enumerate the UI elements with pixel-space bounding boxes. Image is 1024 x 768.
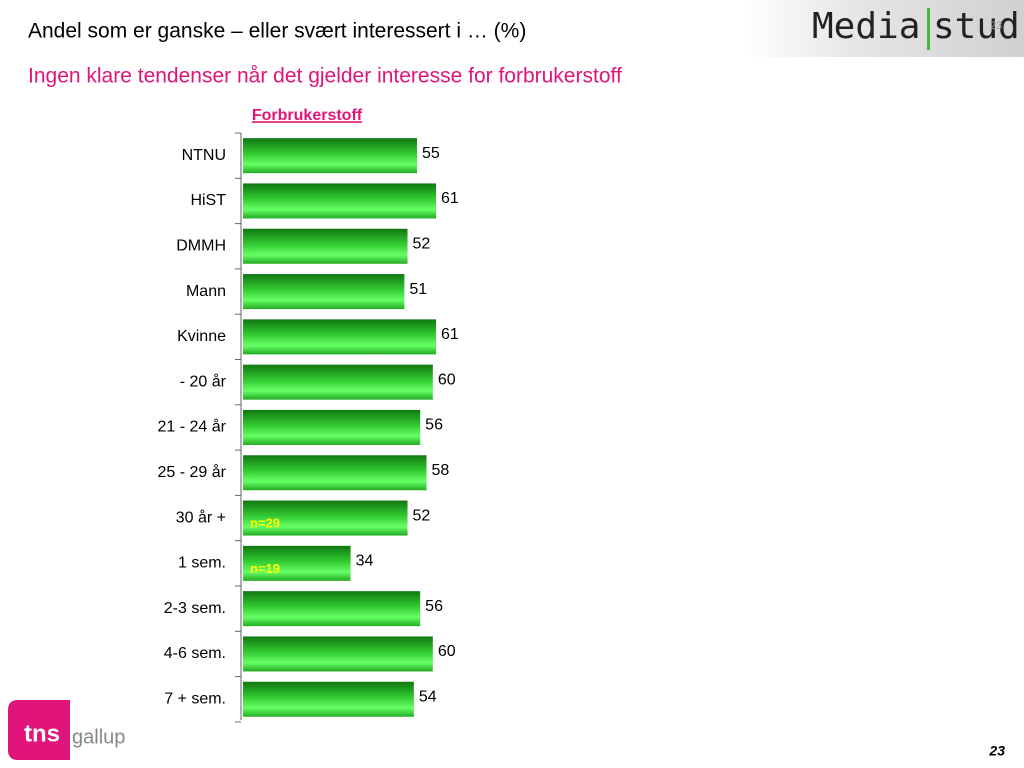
- bar: [243, 545, 351, 581]
- bar: [243, 591, 421, 627]
- category-label: 21 - 24 år: [158, 418, 227, 436]
- bar: [243, 500, 408, 536]
- value-label: 51: [409, 281, 427, 298]
- annotation: n=29: [250, 515, 280, 530]
- value-label: 52: [413, 235, 431, 252]
- bar: [243, 183, 437, 219]
- chart-title: Forbrukerstoff: [252, 107, 363, 124]
- bar: [243, 681, 414, 717]
- value-label: 61: [441, 326, 459, 343]
- logo-box: [742, 0, 1024, 57]
- value-label: 60: [438, 371, 456, 388]
- category-label: DMMH: [176, 237, 226, 254]
- category-label: 4-6 sem.: [164, 645, 226, 662]
- value-label: 58: [432, 462, 450, 479]
- value-label: 54: [419, 688, 437, 705]
- category-label: Mann: [186, 283, 226, 300]
- logo-bar: [927, 8, 930, 50]
- category-label: Kvinne: [177, 328, 226, 345]
- logo-page: 23: [990, 20, 1002, 32]
- brand-mark: tns: [24, 720, 60, 747]
- bar: [243, 636, 433, 672]
- page-number: 23: [988, 743, 1005, 759]
- category-label: - 20 år: [180, 372, 227, 390]
- value-label: 61: [441, 190, 459, 207]
- value-label: 60: [438, 643, 456, 660]
- title: Andel som er ganske – eller svært intere…: [28, 20, 526, 43]
- brand-name: gallup: [72, 726, 125, 748]
- value-label: 56: [425, 417, 443, 434]
- bar: [243, 319, 437, 355]
- bar: [243, 138, 418, 174]
- value-label: 34: [356, 553, 374, 570]
- category-label: NTNU: [182, 147, 226, 164]
- bar: [243, 228, 408, 264]
- category-label: HiST: [190, 192, 226, 209]
- category-label: 7 + sem.: [164, 690, 226, 707]
- category-label: 25 - 29 år: [158, 463, 227, 481]
- bar: [243, 274, 405, 310]
- value-label: 55: [422, 145, 440, 162]
- logo-text: stud: [933, 6, 1020, 47]
- brand-shape: [8, 700, 70, 760]
- bar: [243, 364, 433, 400]
- value-label: 52: [413, 507, 431, 524]
- category-label: 2-3 sem.: [164, 600, 226, 617]
- value-label: 56: [425, 598, 443, 615]
- bar: [243, 455, 427, 491]
- logo-text: Media: [812, 6, 920, 47]
- annotation: n=19: [250, 561, 280, 576]
- bar: [243, 409, 421, 445]
- category-label: 30 år +: [176, 508, 226, 526]
- subtitle: Ingen klare tendenser når det gjelder in…: [28, 65, 622, 88]
- category-label: 1 sem.: [178, 555, 226, 572]
